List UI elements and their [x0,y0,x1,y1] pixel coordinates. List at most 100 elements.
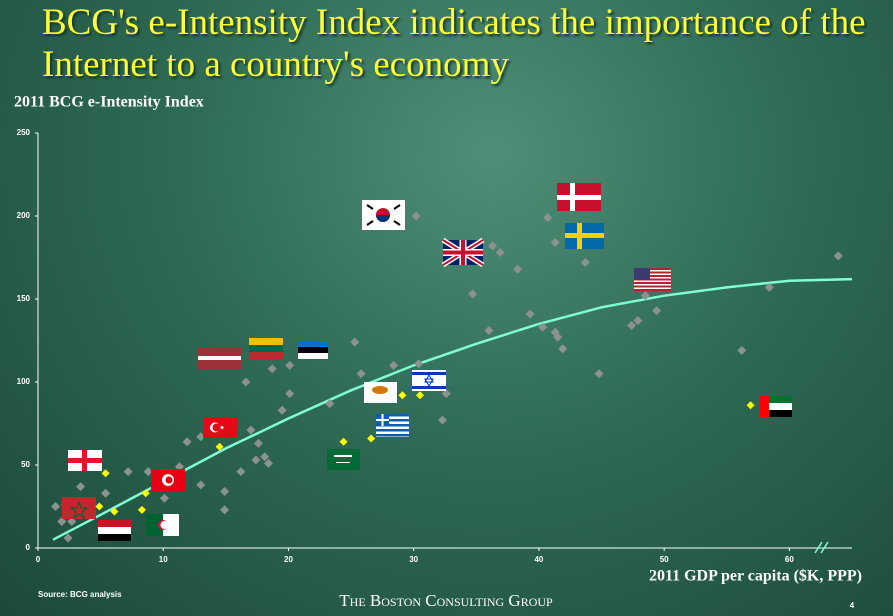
scatter-point [525,309,535,319]
scatter-point [101,469,110,478]
flag-lithuania [249,338,283,359]
y-tick-label: 150 [17,294,31,303]
scatter-point [110,507,119,516]
flag-uae [760,396,792,417]
flag-uk [441,237,485,268]
scatter-point [411,211,421,221]
scatter-point [415,391,424,400]
flag-algeria [146,514,179,536]
scatter-point [764,282,774,292]
scatter-point [123,467,133,477]
scatter-point [220,505,230,515]
source: Source: BCG analysis [38,590,122,599]
scatter-point [285,360,295,370]
scatter-point [339,437,348,446]
scatter-point [277,405,287,415]
slide-title: BCG's e-Intensity Index indicates the im… [42,2,866,85]
scatter-point [746,401,755,410]
scatter-point [246,425,256,435]
flag-denmark [557,183,601,211]
scatter-point [76,482,86,492]
flag-georgia [68,450,102,471]
scatter-point [101,488,111,498]
flag-egypt [98,520,131,541]
scatter-point [633,316,643,326]
flag-cyprus [364,382,397,403]
scatter-point [267,364,277,374]
scatter-point [580,257,590,267]
x-tick-label: 20 [284,555,293,564]
y-tick-label: 250 [17,128,31,137]
scatter-point [833,251,843,261]
scatter-point [543,213,553,223]
scatter-point [652,306,662,316]
scatter-point [640,291,650,301]
scatter-point [325,399,335,409]
scatter-point [95,502,104,511]
flags [62,183,792,541]
y-tick-label: 200 [17,211,31,220]
scatter-point [143,467,153,477]
scatter-point [414,359,424,369]
flag-morocco [62,497,96,520]
y-tick-label: 50 [21,460,30,469]
scatter-point [236,467,246,477]
scatter-point [57,516,67,526]
scatter-point [495,248,505,258]
scatter-point [468,289,478,299]
flag-israel [412,370,446,391]
scatter-point [215,442,224,451]
scatter-point [488,241,498,251]
x-tick-label: 40 [534,555,543,564]
scatter-point [196,480,206,490]
y-tick-label: 0 [26,543,31,552]
x-tick-label: 60 [785,555,794,564]
scatter-point [159,493,169,503]
scatter-point [51,502,61,511]
axis-break [814,541,829,554]
x-tick-label: 0 [36,555,41,564]
trend-line [52,277,853,541]
scatter-point [550,238,560,248]
flag-estonia [298,341,328,359]
flag-usa [634,268,671,291]
flag-sweden [565,223,604,249]
scatter-point [441,389,451,399]
y-axis-label: 2011 BCG e-Intensity Index [14,94,204,111]
scatter-point [594,369,604,379]
x-axis-label: 2011 GDP per capita ($K, PPP) [649,568,862,585]
scatter-point [253,438,263,448]
scatter-point [513,264,523,274]
scatter-point [241,377,251,387]
scatter-point [627,321,637,331]
scatter-point [220,487,230,497]
scatter-point [356,369,366,379]
flag-tunisia [151,469,185,491]
scatter-point [389,360,399,370]
flag-saudi [327,449,360,470]
scatter-point [137,505,146,514]
flag-turkey [203,417,237,438]
flag-korea [362,200,405,230]
flag-greece [376,414,409,437]
page-number: 4 [850,601,855,610]
scatter-point [285,389,295,399]
scatter-point [251,455,261,465]
scatter-point [558,344,568,354]
scatter-point [553,332,563,342]
scatter-point [67,516,77,526]
scatter-point [175,462,185,472]
scatter-point [260,452,270,462]
x-tick-label: 10 [159,555,168,564]
scatter-point [263,458,273,468]
flag-latvia [198,347,241,369]
x-tick-label: 30 [409,555,418,564]
scatter-point [182,437,192,447]
scatter-point [367,434,376,443]
scatter-point [538,322,548,332]
scatter-point [437,415,447,425]
scatter-point [63,533,73,543]
footer: The Boston Consulting Group [339,591,553,610]
